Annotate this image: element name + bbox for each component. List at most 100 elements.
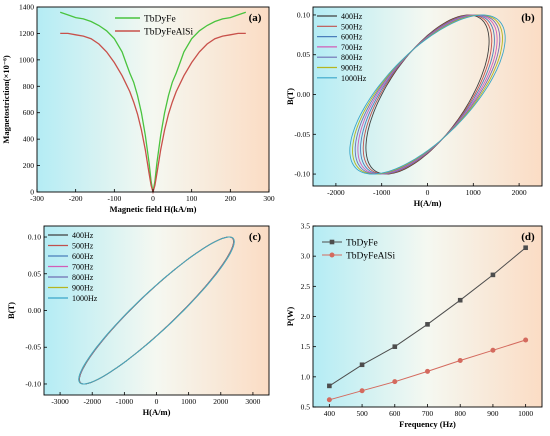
data-point-TbDyFeAlSi [523,337,529,343]
legend-marker [329,239,335,245]
legend-label: 900Hz [72,284,94,293]
y-tick-label: 0.00 [297,90,310,99]
x-tick-label: -3000 [51,397,69,406]
y-axis-label: B(T) [6,302,16,319]
x-tick-label: 2000 [512,188,527,197]
data-point-TbDyFe [523,245,528,251]
y-tick-label: 0 [30,188,34,197]
x-tick-label: 1000 [181,397,196,406]
y-tick-label: -0.10 [25,379,41,388]
data-point-TbDyFeAlSi [490,347,496,353]
x-tick-label: -1000 [116,397,134,406]
panel-label: (c) [249,231,262,243]
x-axis-label: H(A/m) [414,198,442,208]
panel-b: -2000 -1000 0 1000 2000 -0.10 -0.05 0.00 0.05 0.1… [285,6,543,208]
x-tick-label: 900 [487,409,499,418]
series-loop-1000Hz [349,14,506,175]
x-axis-label: H(A/m) [143,407,171,417]
y-tick-label: -0.05 [294,130,310,139]
panel-c: -3000 -2000 -1000 0 1000 2000 3000 -0.10 -0.05 0.… [6,225,270,417]
y-axis-label: B(T) [285,88,295,105]
y-tick-label: 600 [23,108,35,117]
y-tick-label: 1200 [19,29,34,38]
y-tick-label: 1.5 [301,342,311,351]
data-point-TbDyFe [327,383,332,389]
series-loop-400Hz [365,14,490,175]
legend-label: 500Hz [341,22,363,31]
plot-background [44,226,269,395]
legend-label: 800Hz [341,53,363,62]
panel-label: (d) [521,231,535,243]
x-tick-label: 400 [324,409,336,418]
legend-label: 700Hz [72,263,94,272]
y-tick-label: 1.0 [301,372,311,381]
y-tick-label: 0.05 [297,50,310,59]
x-tick-label: 300 [263,194,275,203]
y-tick-label: 1000 [19,55,34,64]
x-tick-label: 2000 [213,397,228,406]
legend-label: 900Hz [341,64,363,73]
x-tick-label: 1000 [466,188,481,197]
legend-label: TbDyFe [346,239,378,249]
x-tick-label: 3000 [245,397,260,406]
legend-label: 1000Hz [341,74,367,83]
x-tick-label: 100 [186,194,198,203]
series-loop-600Hz [360,14,495,175]
y-axis-label: Magnetostriction(×10⁻⁶) [1,55,11,144]
x-axis-label: Magnetic field H(kA/m) [110,204,197,214]
series-loop-800Hz [354,14,501,175]
data-point-TbDyFe [457,297,463,303]
y-tick-label: 2.5 [301,282,311,291]
x-tick-label: 1000 [518,409,533,418]
y-tick-label: 3.5 [301,222,311,231]
plot-background [37,7,269,192]
panel-label: (b) [521,12,535,24]
x-tick-label: 200 [225,194,237,203]
panel-a: -300 -200 -100 0 100 200 300 0 200 400 600 800 1000 1… [1,3,275,215]
y-tick-label: 1400 [19,3,34,12]
data-point-TbDyFeAlSi [326,397,332,403]
panel-label: (a) [249,12,262,24]
plot-background [313,226,542,407]
x-tick-label: -2000 [327,188,345,197]
x-tick-label: 0 [155,397,159,406]
legend-label: 600Hz [72,252,94,261]
y-axis-label: P(W) [285,307,295,327]
series-loop-500Hz [362,14,493,175]
legend-label: 400Hz [72,231,94,240]
series-loop-900Hz [352,14,503,175]
x-tick-label: 0 [426,188,430,197]
x-tick-label: -1000 [373,188,391,197]
legend-label: 800Hz [72,273,94,282]
x-tick-label: 700 [422,409,434,418]
y-tick-label: 400 [23,135,35,144]
y-tick-label: 0.05 [28,269,41,278]
data-point-TbDyFe [392,344,398,349]
y-tick-label: 0.10 [297,10,310,19]
data-point-TbDyFe [359,362,365,368]
series-loop-1000Hz [78,236,235,385]
y-tick-label: -0.10 [294,170,310,179]
data-point-TbDyFeAlSi [425,368,430,374]
legend-label: TbDyFe [144,15,176,25]
legend-label: TbDyFeAlSi [144,28,193,38]
x-tick-label: -2000 [83,397,101,406]
x-axis-label: Frequency (Hz) [399,419,456,429]
legend-label: 600Hz [341,33,363,42]
y-tick-label: 0.00 [28,306,41,315]
y-tick-label: -0.05 [25,343,41,352]
x-tick-label: -300 [30,194,44,203]
data-point-TbDyFeAlSi [457,358,463,364]
y-tick-label: 800 [23,82,35,91]
x-tick-label: 800 [455,409,467,418]
x-tick-label: 600 [389,409,401,418]
series-loop-700Hz [357,14,498,175]
x-tick-label: 500 [356,409,368,418]
data-point-TbDyFeAlSi [359,388,365,394]
legend-label: TbDyFeAlSi [346,252,395,262]
legend-label: 1000Hz [72,294,98,303]
x-tick-label: -200 [69,194,83,203]
legend-label: 700Hz [341,43,363,52]
data-point-TbDyFe [490,272,496,278]
